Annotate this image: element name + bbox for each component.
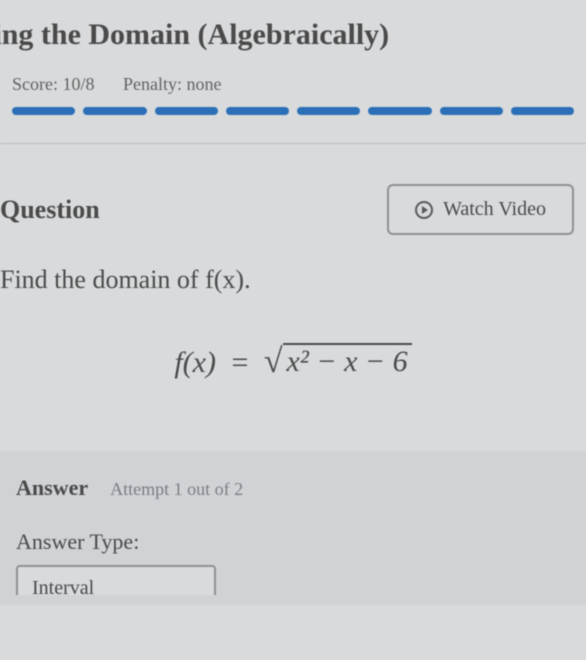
question-block: Question Watch Video Find the domain of …	[0, 154, 586, 451]
score-value: 10/8	[62, 74, 94, 94]
watch-video-button[interactable]: Watch Video	[387, 184, 574, 235]
answer-header: Answer Attempt 1 out of 2	[16, 475, 570, 529]
progress-segment	[368, 107, 431, 115]
meta-row: Score: 10/8 Penalty: none	[0, 74, 586, 99]
question-header: Question Watch Video	[0, 184, 586, 265]
equation: f(x) = √ x² − x − 6	[0, 333, 586, 431]
play-circle-icon	[415, 201, 433, 219]
sqrt-expression: √ x² − x − 6	[264, 343, 412, 381]
progress-segment	[155, 107, 218, 115]
progress-segment	[12, 107, 75, 115]
page-title: nding the Domain (Algebraically)	[0, 0, 586, 74]
answer-type-select[interactable]: Interval	[16, 565, 216, 595]
radical-icon: √	[264, 343, 283, 381]
penalty-group: Penalty: none	[123, 74, 222, 95]
progress-bar	[0, 99, 586, 133]
equation-equals: =	[223, 346, 256, 379]
question-prompt: Find the domain of f(x).	[0, 265, 586, 333]
attempt-info: Attempt 1 out of 2	[110, 479, 243, 499]
score-label: Score:	[12, 74, 58, 94]
answer-heading: Answer	[16, 475, 88, 500]
answer-type-label: Answer Type:	[16, 529, 570, 565]
answer-type-selected: Interval	[32, 577, 94, 595]
penalty-value: none	[187, 74, 222, 94]
progress-segment	[511, 107, 574, 115]
progress-segment	[297, 107, 360, 115]
penalty-label: Penalty:	[123, 74, 182, 94]
progress-segment	[440, 107, 503, 115]
score-group: Score: 10/8	[12, 74, 95, 95]
radicand: x² − x − 6	[283, 343, 412, 379]
progress-segment	[83, 107, 146, 115]
equation-lhs: f(x)	[174, 346, 216, 379]
progress-segment	[226, 107, 289, 115]
question-heading: Question	[0, 195, 100, 225]
divider	[0, 143, 586, 144]
answer-block: Answer Attempt 1 out of 2 Answer Type: I…	[0, 451, 586, 605]
watch-video-label: Watch Video	[443, 198, 546, 221]
